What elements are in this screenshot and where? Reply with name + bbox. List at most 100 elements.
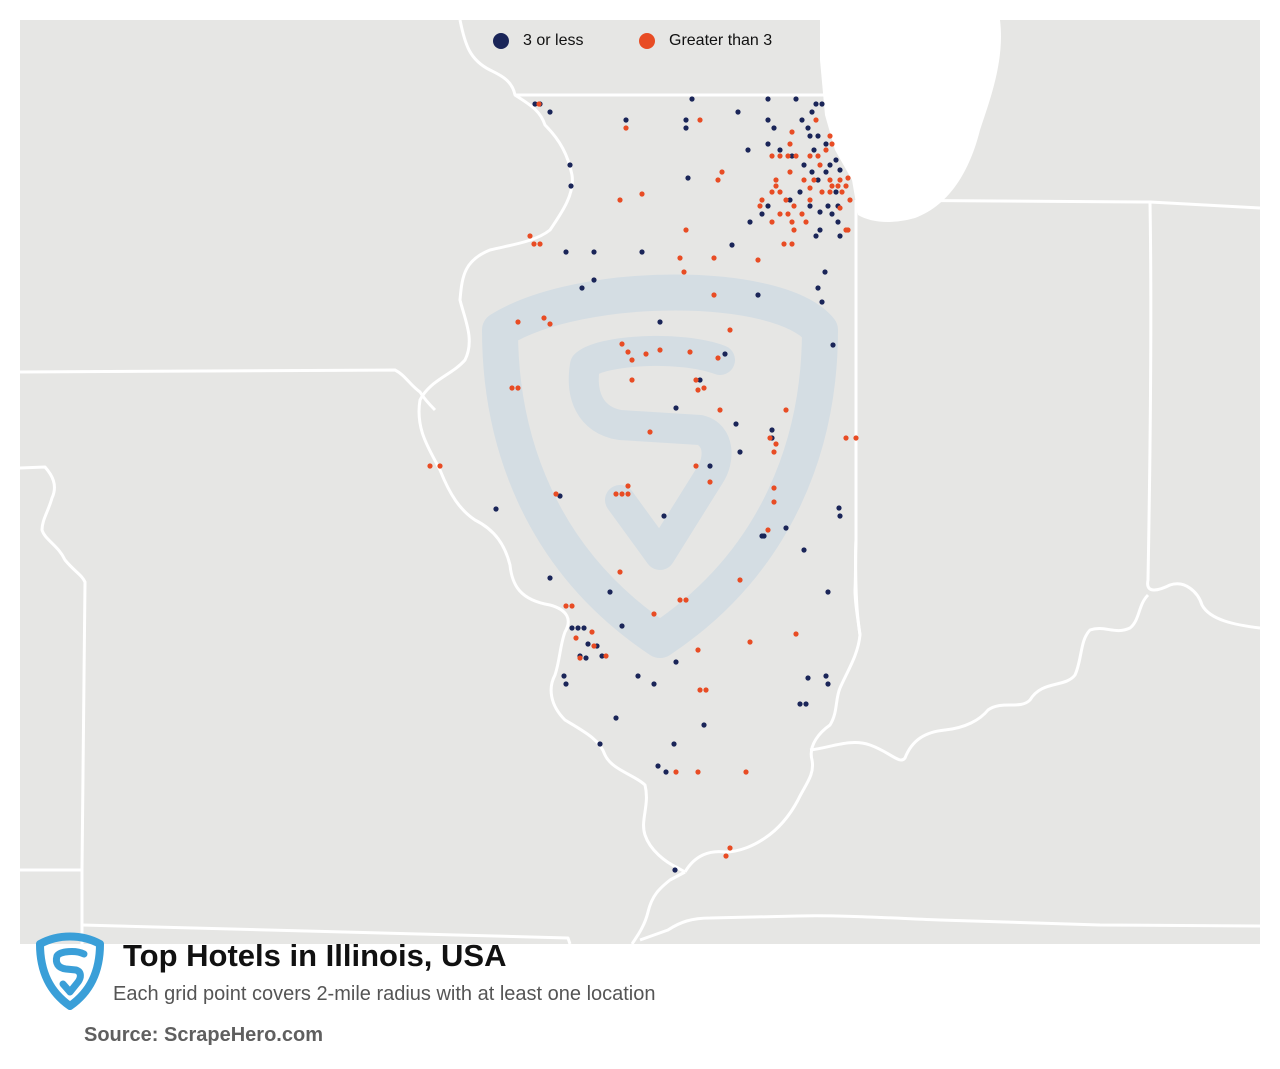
grid-point-navy [797,701,802,706]
grid-point-navy [547,575,552,580]
grid-point-orange [827,189,832,194]
grid-point-orange [613,491,618,496]
grid-point-orange [541,315,546,320]
grid-point-orange [625,349,630,354]
grid-point-navy [823,141,828,146]
scrapehero-watermark-icon [500,293,820,641]
grid-point-navy [591,277,596,282]
grid-point-navy [683,125,688,130]
grid-point-orange [853,435,858,440]
grid-point-orange [757,203,762,208]
grid-point-orange [845,175,850,180]
grid-point-orange [793,631,798,636]
grid-point-navy [836,505,841,510]
grid-point-orange [783,197,788,202]
grid-point-orange [743,769,748,774]
grid-point-navy [759,533,764,538]
grid-point-orange [531,241,536,246]
grid-point-orange [515,385,520,390]
grid-point-navy [733,421,738,426]
grid-point-orange [771,485,776,490]
grid-point-navy [797,189,802,194]
grid-point-navy [765,203,770,208]
page-title: Top Hotels in Illinois, USA [123,938,507,974]
grid-point-navy [568,183,573,188]
grid-point-orange [781,241,786,246]
grid-point-navy [809,169,814,174]
grid-point-orange [711,255,716,260]
grid-point-navy [777,147,782,152]
map-area[interactable] [20,20,1260,944]
grid-point-orange [807,185,812,190]
grid-point-orange [843,183,848,188]
grid-point-orange [777,153,782,158]
grid-point-orange [793,153,798,158]
grid-point-navy [817,209,822,214]
grid-point-navy [805,675,810,680]
grid-point-navy [783,525,788,530]
grid-point-navy [579,285,584,290]
page-subtitle: Each grid point covers 2-mile radius wit… [113,983,656,1006]
grid-point-orange [673,769,678,774]
grid-point-navy [833,189,838,194]
grid-point-orange [737,577,742,582]
grid-point-orange [767,435,772,440]
grid-point-orange [619,341,624,346]
grid-point-orange [701,385,706,390]
grid-point-navy [809,109,814,114]
grid-point-orange [553,491,558,496]
illinois-map[interactable] [20,20,1260,944]
grid-point-navy [701,722,706,727]
grid-point-orange [697,117,702,122]
grid-point-orange [787,169,792,174]
grid-point-orange [715,177,720,182]
grid-point-orange [829,141,834,146]
grid-point-navy [807,133,812,138]
grid-point-navy [825,681,830,686]
grid-point-orange [681,269,686,274]
grid-point-navy [585,641,590,646]
grid-point-orange [839,189,844,194]
grid-point-orange [771,499,776,504]
grid-point-orange [847,197,852,202]
grid-point-navy [825,589,830,594]
grid-point-navy [815,285,820,290]
grid-point-orange [823,147,828,152]
grid-point-navy [803,701,808,706]
grid-point-navy [799,117,804,122]
grid-point-orange [777,189,782,194]
grid-point-navy [793,96,798,101]
grid-point-navy [823,673,828,678]
grid-point-orange [843,435,848,440]
grid-point-orange [773,441,778,446]
grid-point-orange [693,377,698,382]
grid-point-orange [589,629,594,634]
grid-point-orange [811,177,816,182]
grid-point-navy [651,681,656,686]
grid-point-navy [561,673,566,678]
grid-point-orange [547,321,552,326]
grid-point-navy [765,141,770,146]
grid-point-navy [597,741,602,746]
grid-point-navy [765,96,770,101]
grid-point-navy [672,867,677,872]
grid-point-orange [771,449,776,454]
grid-point-navy [685,175,690,180]
grid-point-navy [837,233,842,238]
grid-point-orange [777,211,782,216]
grid-point-orange [815,153,820,158]
grid-point-orange [715,355,720,360]
grid-point-orange [785,211,790,216]
grid-point-orange [617,197,622,202]
grid-point-orange [657,347,662,352]
grid-point-orange [683,227,688,232]
grid-point-navy [639,249,644,254]
grid-point-orange [625,491,630,496]
grid-point-orange [835,183,840,188]
grid-point-orange [769,153,774,158]
grid-point-orange [803,219,808,224]
grid-point-orange [623,125,628,130]
grid-point-orange [755,257,760,262]
grid-point-orange [619,491,624,496]
grid-point-navy [823,169,828,174]
